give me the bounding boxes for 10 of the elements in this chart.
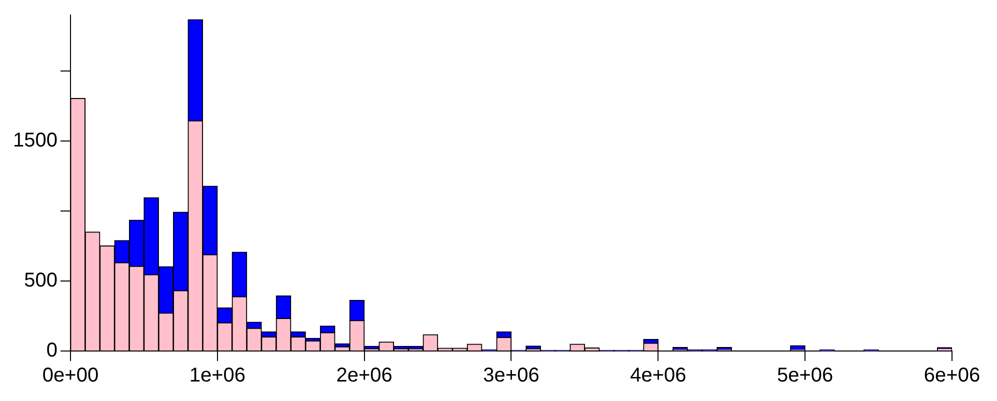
- x-tick-label: 0e+00: [42, 364, 99, 387]
- x-tick-label: 3e+06: [483, 364, 540, 387]
- x-tick-label: 2e+06: [336, 364, 392, 387]
- x-tick-label: 6e+06: [924, 364, 980, 387]
- y-tick-label: 0: [46, 340, 58, 362]
- x-tick-label: 4e+06: [630, 364, 686, 387]
- y-tick-label: 1500: [12, 130, 58, 152]
- x-tick-label: 5e+06: [776, 364, 834, 387]
- y-tick-label: 500: [24, 270, 58, 292]
- x-tick-label: 1e+06: [189, 364, 246, 387]
